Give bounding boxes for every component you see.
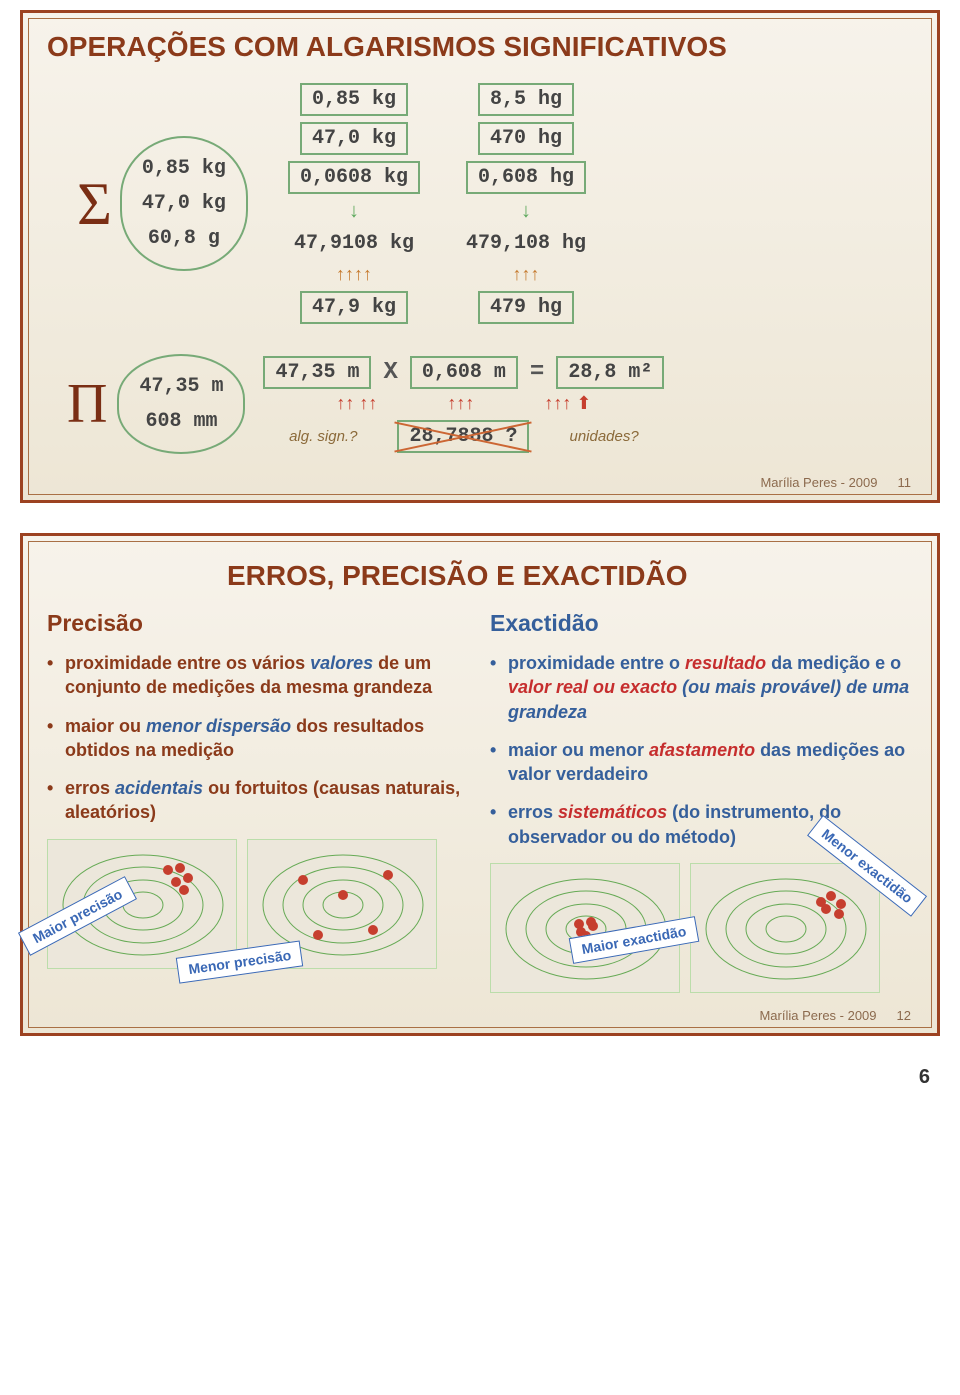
sum-input-oval: 0,85 kg 47,0 kg 60,8 g [120,136,248,271]
sum-value: 47,0 kg [136,189,232,218]
slide-2: ERROS, PRECISÃO E EXACTIDÃO Precisão pro… [20,533,940,1036]
sum-value: 60,8 g [142,224,226,253]
exactidao-heading: Exactidão [490,610,913,637]
bullet: maior ou menor dispersão dos resultados … [47,714,470,763]
up-arrows-red-icon: ↑↑ ↑↑ [336,393,377,414]
slide-footer-author: Marília Peres - 2009 [760,475,877,490]
bullet: proximidade entre os vários valores de u… [47,651,470,700]
bullet: erros acidentais ou fortuitos (causas na… [47,776,470,825]
target-diagram [690,863,880,993]
unidades-note: unidades? [569,428,638,445]
hg-sum-raw: 479,108 hg [460,229,592,258]
product-input-oval: 47,35 m 608 mm [117,354,245,454]
product-result: 28,8 m² [556,356,664,389]
sigma-symbol: Σ [77,174,112,234]
factor-a: 47,35 m [263,356,371,389]
pi-symbol: Π [67,376,107,432]
kg-value: 47,0 kg [300,122,408,155]
hg-column: 8,5 hg 470 hg 0,608 hg ↓ 479,108 hg ↑↑↑ … [460,83,592,324]
prod-value: 47,35 m [133,372,229,401]
hg-sum-rounded: 479 hg [478,291,574,324]
kg-column: 0,85 kg 47,0 kg 0,0608 kg ↓ 47,9108 kg ↑… [288,83,420,324]
multiply-symbol: X [383,359,397,386]
crossed-result: 28,7888 ? [397,420,529,453]
slide-1: OPERAÇÕES COM ALGARISMOS SIGNIFICATIVOS … [20,10,940,503]
precisao-bullets: proximidade entre os vários valores de u… [47,651,470,825]
up-arrows-red-icon: ↑↑↑ [447,393,474,414]
hg-value: 0,608 hg [466,161,586,194]
slide-footer-author: Marília Peres - 2009 [759,1008,876,1023]
kg-value: 0,85 kg [300,83,408,116]
page-number: 6 [0,1066,930,1089]
target-icon [691,864,881,994]
kg-sum-rounded: 47,9 kg [300,291,408,324]
hg-value: 470 hg [478,122,574,155]
up-arrows-red-icon: ↑↑↑ ⬆ [544,393,591,414]
factor-b: 0,608 m [410,356,518,389]
alg-sign-note: alg. sign.? [289,428,357,445]
up-arrows-icon: ↑↑↑ [512,264,539,285]
kg-sum-raw: 47,9108 kg [288,229,420,258]
slide-number: 11 [898,475,912,490]
up-arrows-icon: ↑↑↑↑ [336,264,372,285]
hg-value: 8,5 hg [478,83,574,116]
down-arrow-icon: ↓ [349,200,359,223]
down-arrow-icon: ↓ [521,200,531,223]
slide-2-title: ERROS, PRECISÃO E EXACTIDÃO [227,560,913,592]
sum-value: 0,85 kg [136,154,232,183]
kg-value: 0,0608 kg [288,161,420,194]
prod-value: 608 mm [139,407,223,436]
slide-number: 12 [897,1008,911,1023]
exactidao-bullets: proximidade entre o resultado da medição… [490,651,913,849]
slide-1-title: OPERAÇÕES COM ALGARISMOS SIGNIFICATIVOS [47,31,913,63]
bullet: proximidade entre o resultado da medição… [490,651,913,724]
precisao-heading: Precisão [47,610,470,637]
bullet: maior ou menor afastamento das medições … [490,738,913,787]
equals-symbol: = [530,359,544,386]
